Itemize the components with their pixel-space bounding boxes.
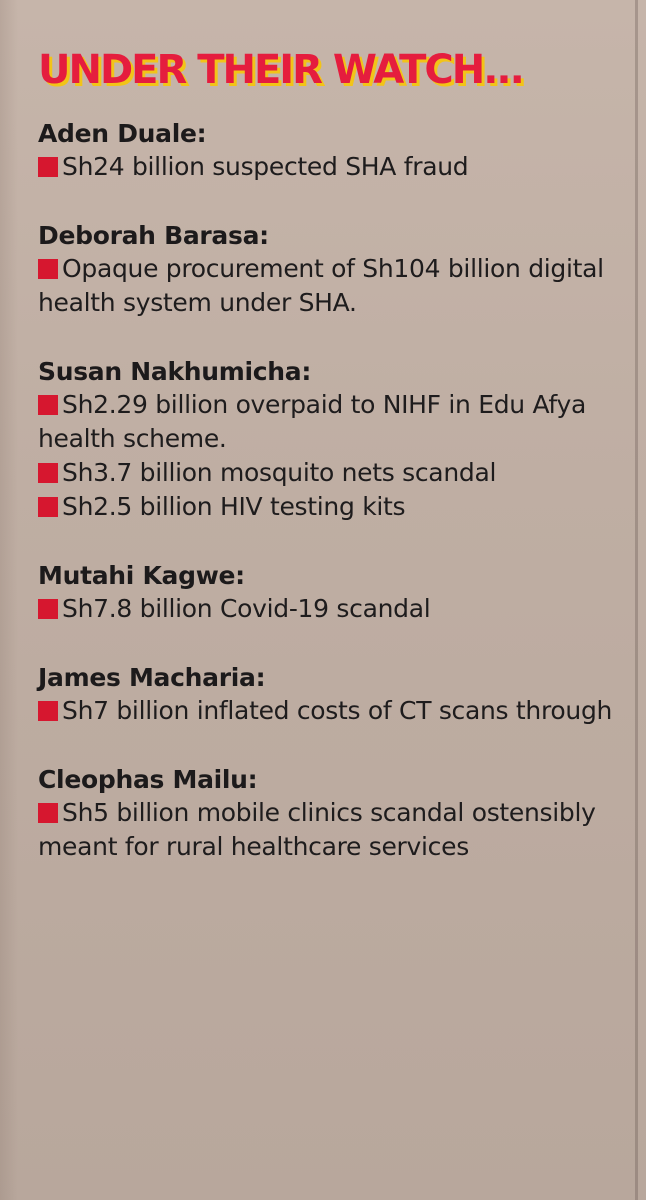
red-square-bullet-icon — [38, 599, 58, 619]
red-square-bullet-icon — [38, 157, 58, 177]
minister-name: Mutahi Kagwe: — [38, 561, 245, 590]
headline: UNDER THEIR WATCH... — [38, 47, 525, 93]
list-item: Sh5 billion mobile clinics scandal osten… — [38, 796, 628, 864]
item-text: Sh7.8 billion Covid-19 scandal — [62, 594, 431, 623]
red-square-bullet-icon — [38, 259, 58, 279]
list-item: Opaque procurement of Sh104 billion digi… — [38, 252, 628, 320]
red-square-bullet-icon — [38, 803, 58, 823]
section-james-macharia: James Macharia: Sh7 billion inflated cos… — [38, 662, 628, 728]
minister-name: Susan Nakhumicha: — [38, 357, 312, 386]
article-box: UNDER THEIR WATCH... Aden Duale: Sh24 bi… — [38, 46, 628, 900]
red-square-bullet-icon — [38, 497, 58, 517]
minister-name: James Macharia: — [38, 663, 266, 692]
section-deborah-barasa: Deborah Barasa: Opaque procurement of Sh… — [38, 220, 628, 320]
column-rule — [635, 0, 638, 1200]
list-item: Sh7 billion inflated costs of CT scans t… — [38, 694, 628, 728]
list-item: Sh24 billion suspected SHA fraud — [38, 150, 628, 184]
list-item: Sh2.29 billion overpaid to NIHF in Edu A… — [38, 388, 628, 456]
minister-name: Deborah Barasa: — [38, 221, 269, 250]
item-text: Sh3.7 billion mosquito nets scandal — [62, 458, 497, 487]
red-square-bullet-icon — [38, 701, 58, 721]
list-item: Sh2.5 billion HIV testing kits — [38, 490, 628, 524]
item-text: Sh7 billion inflated costs of CT scans t… — [62, 696, 613, 725]
section-susan-nakhumicha: Susan Nakhumicha: Sh2.29 billion overpai… — [38, 356, 628, 524]
list-item: Sh3.7 billion mosquito nets scandal — [38, 456, 628, 490]
item-text: Sh24 billion suspected SHA fraud — [62, 152, 469, 181]
red-square-bullet-icon — [38, 395, 58, 415]
list-item: Sh7.8 billion Covid-19 scandal — [38, 592, 628, 626]
section-aden-duale: Aden Duale: Sh24 billion suspected SHA f… — [38, 118, 628, 184]
red-square-bullet-icon — [38, 463, 58, 483]
item-text: Sh2.29 billion overpaid to NIHF in Edu A… — [38, 390, 586, 453]
item-text: Sh5 billion mobile clinics scandal osten… — [38, 798, 596, 861]
item-text: Sh2.5 billion HIV testing kits — [62, 492, 406, 521]
minister-name: Cleophas Mailu: — [38, 765, 258, 794]
section-mutahi-kagwe: Mutahi Kagwe: Sh7.8 billion Covid-19 sca… — [38, 560, 628, 626]
item-text: Opaque procurement of Sh104 billion digi… — [38, 254, 604, 317]
minister-name: Aden Duale: — [38, 119, 207, 148]
section-cleophas-mailu: Cleophas Mailu: Sh5 billion mobile clini… — [38, 764, 628, 864]
